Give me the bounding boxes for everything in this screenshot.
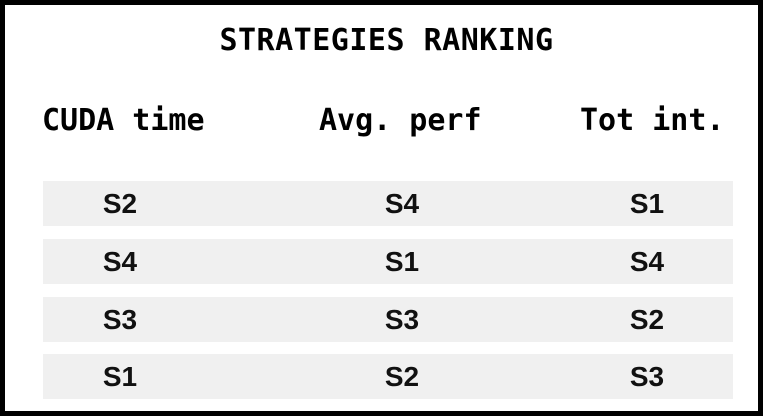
table-cell: S4 bbox=[384, 188, 420, 219]
table-cell: S2 bbox=[629, 304, 665, 335]
table-row: S3 S3 S2 bbox=[43, 297, 733, 342]
table-cell: S4 bbox=[629, 246, 665, 277]
table-cell: S1 bbox=[384, 246, 420, 277]
column-header-tot-int: Tot int. bbox=[580, 103, 725, 138]
table-cell: S3 bbox=[384, 304, 420, 335]
table-row: S1 S2 S3 bbox=[43, 354, 733, 399]
table-row: S2 S4 S1 bbox=[43, 181, 733, 226]
table-cell: S3 bbox=[629, 361, 665, 392]
table-cell: S3 bbox=[102, 304, 138, 335]
column-header-avg-perf: Avg. perf bbox=[319, 103, 482, 138]
table-row: S4 S1 S4 bbox=[43, 239, 733, 284]
table-cell: S2 bbox=[102, 188, 138, 219]
table-cell: S4 bbox=[102, 246, 138, 277]
table-cell: S2 bbox=[384, 361, 420, 392]
table-cell: S1 bbox=[629, 188, 665, 219]
table-cell: S1 bbox=[102, 361, 138, 392]
table-title: STRATEGIES RANKING bbox=[219, 23, 554, 58]
column-header-cuda-time: CUDA time bbox=[42, 103, 205, 138]
